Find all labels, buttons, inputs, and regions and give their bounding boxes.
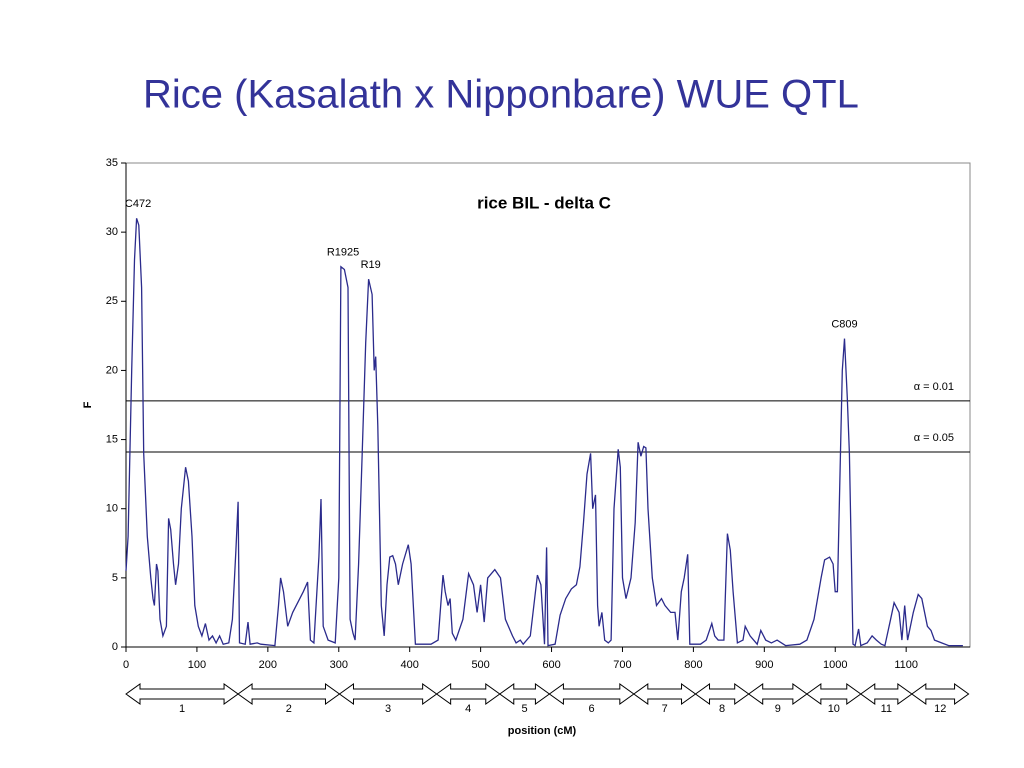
y-tick-label: 20 bbox=[106, 364, 118, 376]
x-tick-label: 900 bbox=[755, 659, 773, 671]
chromosome-arrow bbox=[548, 683, 635, 705]
data-line bbox=[125, 218, 963, 647]
x-tick-label: 500 bbox=[471, 659, 489, 671]
threshold-label: α = 0.01 bbox=[914, 381, 954, 393]
chromosome-arrow bbox=[125, 683, 239, 705]
chromosome-label: 9 bbox=[775, 703, 781, 715]
chromosome-arrow bbox=[859, 683, 913, 705]
y-tick-label: 10 bbox=[106, 503, 118, 515]
chromosome-label: 12 bbox=[934, 703, 946, 715]
x-tick-label: 100 bbox=[188, 659, 206, 671]
chromosome-arrow bbox=[694, 683, 750, 705]
chromosome-arrow bbox=[498, 683, 551, 705]
chromosome-label: 1 bbox=[179, 703, 185, 715]
x-tick-label: 800 bbox=[684, 659, 702, 671]
x-tick-label: 700 bbox=[613, 659, 631, 671]
x-tick-label: 1000 bbox=[823, 659, 847, 671]
chromosome-label: 4 bbox=[465, 703, 471, 715]
x-tick-label: 0 bbox=[123, 659, 129, 671]
plot-frame bbox=[125, 162, 971, 648]
chromosome-arrow bbox=[747, 683, 808, 705]
chromosome-label: 10 bbox=[828, 703, 840, 715]
chromosome-label: 3 bbox=[385, 703, 391, 715]
y-tick-label: 35 bbox=[106, 157, 118, 169]
y-tick-label: 5 bbox=[112, 572, 118, 584]
chromosome-arrow bbox=[237, 683, 341, 705]
peak-label: R1925 bbox=[327, 247, 359, 259]
chromosome-arrow bbox=[338, 683, 438, 705]
chromosome-arrow bbox=[806, 683, 862, 705]
x-tick-label: 200 bbox=[259, 659, 277, 671]
chart-title: rice BIL - delta C bbox=[477, 193, 611, 212]
threshold-label: α = 0.05 bbox=[914, 432, 954, 444]
chromosome-label: 2 bbox=[286, 703, 292, 715]
chromosome-label: 6 bbox=[589, 703, 595, 715]
slide-title: Rice (Kasalath x Nipponbare) WUE QTL bbox=[143, 73, 859, 117]
x-tick-label: 300 bbox=[330, 659, 348, 671]
y-axis-label: F bbox=[82, 401, 94, 408]
peak-label: C809 bbox=[831, 319, 857, 331]
chromosome-arrow bbox=[910, 683, 970, 705]
chromosome-arrow bbox=[632, 683, 697, 705]
chromosome-arrow bbox=[435, 683, 501, 705]
x-tick-label: 1100 bbox=[894, 659, 918, 671]
chromosome-label: 8 bbox=[719, 703, 725, 715]
y-tick-label: 25 bbox=[106, 295, 118, 307]
y-tick-label: 0 bbox=[112, 641, 118, 653]
y-tick-label: 15 bbox=[106, 433, 118, 445]
x-tick-label: 400 bbox=[401, 659, 419, 671]
peak-label: R19 bbox=[361, 259, 381, 271]
x-axis-label: position (cM) bbox=[508, 725, 577, 737]
y-tick-label: 30 bbox=[106, 226, 118, 238]
peak-label: C472 bbox=[125, 198, 151, 210]
x-tick-label: 600 bbox=[542, 659, 560, 671]
chromosome-label: 5 bbox=[522, 703, 528, 715]
chromosome-label: 11 bbox=[881, 703, 892, 715]
chromosome-label: 7 bbox=[662, 703, 668, 715]
